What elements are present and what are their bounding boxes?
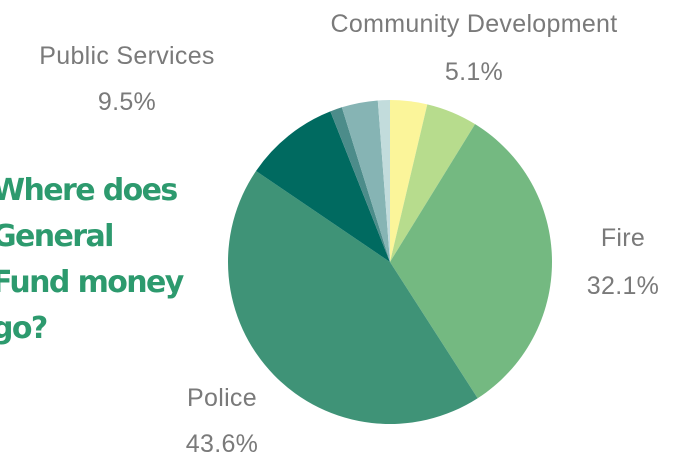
title-line-4: go? [0, 311, 48, 346]
title-line-3: Fund money [0, 265, 184, 300]
pie-slice-unlabeled-0 [390, 100, 428, 262]
value-police: 43.6% [186, 430, 258, 458]
value-community-development: 5.1% [445, 58, 503, 86]
pie-slice-fire [390, 124, 552, 399]
pie-slice-police [227, 170, 478, 424]
pie-slice-unlabeled-7 [377, 100, 390, 262]
chart-title: Where does General Fund money go? [0, 168, 232, 352]
value-public-services: 9.5% [98, 88, 156, 116]
label-police: Police [187, 384, 257, 412]
title-line-1: Where does [0, 173, 178, 208]
pie-slices [227, 100, 552, 424]
pie-slice-public-services [256, 111, 390, 262]
label-fire: Fire [601, 224, 645, 252]
pie-slice-unlabeled-6 [341, 100, 390, 263]
title-line-2: General [0, 219, 114, 254]
label-public-services: Public Services [39, 42, 214, 70]
pie-slice-community-development [390, 104, 476, 262]
pie-slice-unlabeled-5 [330, 107, 390, 262]
value-fire: 32.1% [587, 272, 659, 300]
label-community-development: Community Development [331, 10, 618, 38]
